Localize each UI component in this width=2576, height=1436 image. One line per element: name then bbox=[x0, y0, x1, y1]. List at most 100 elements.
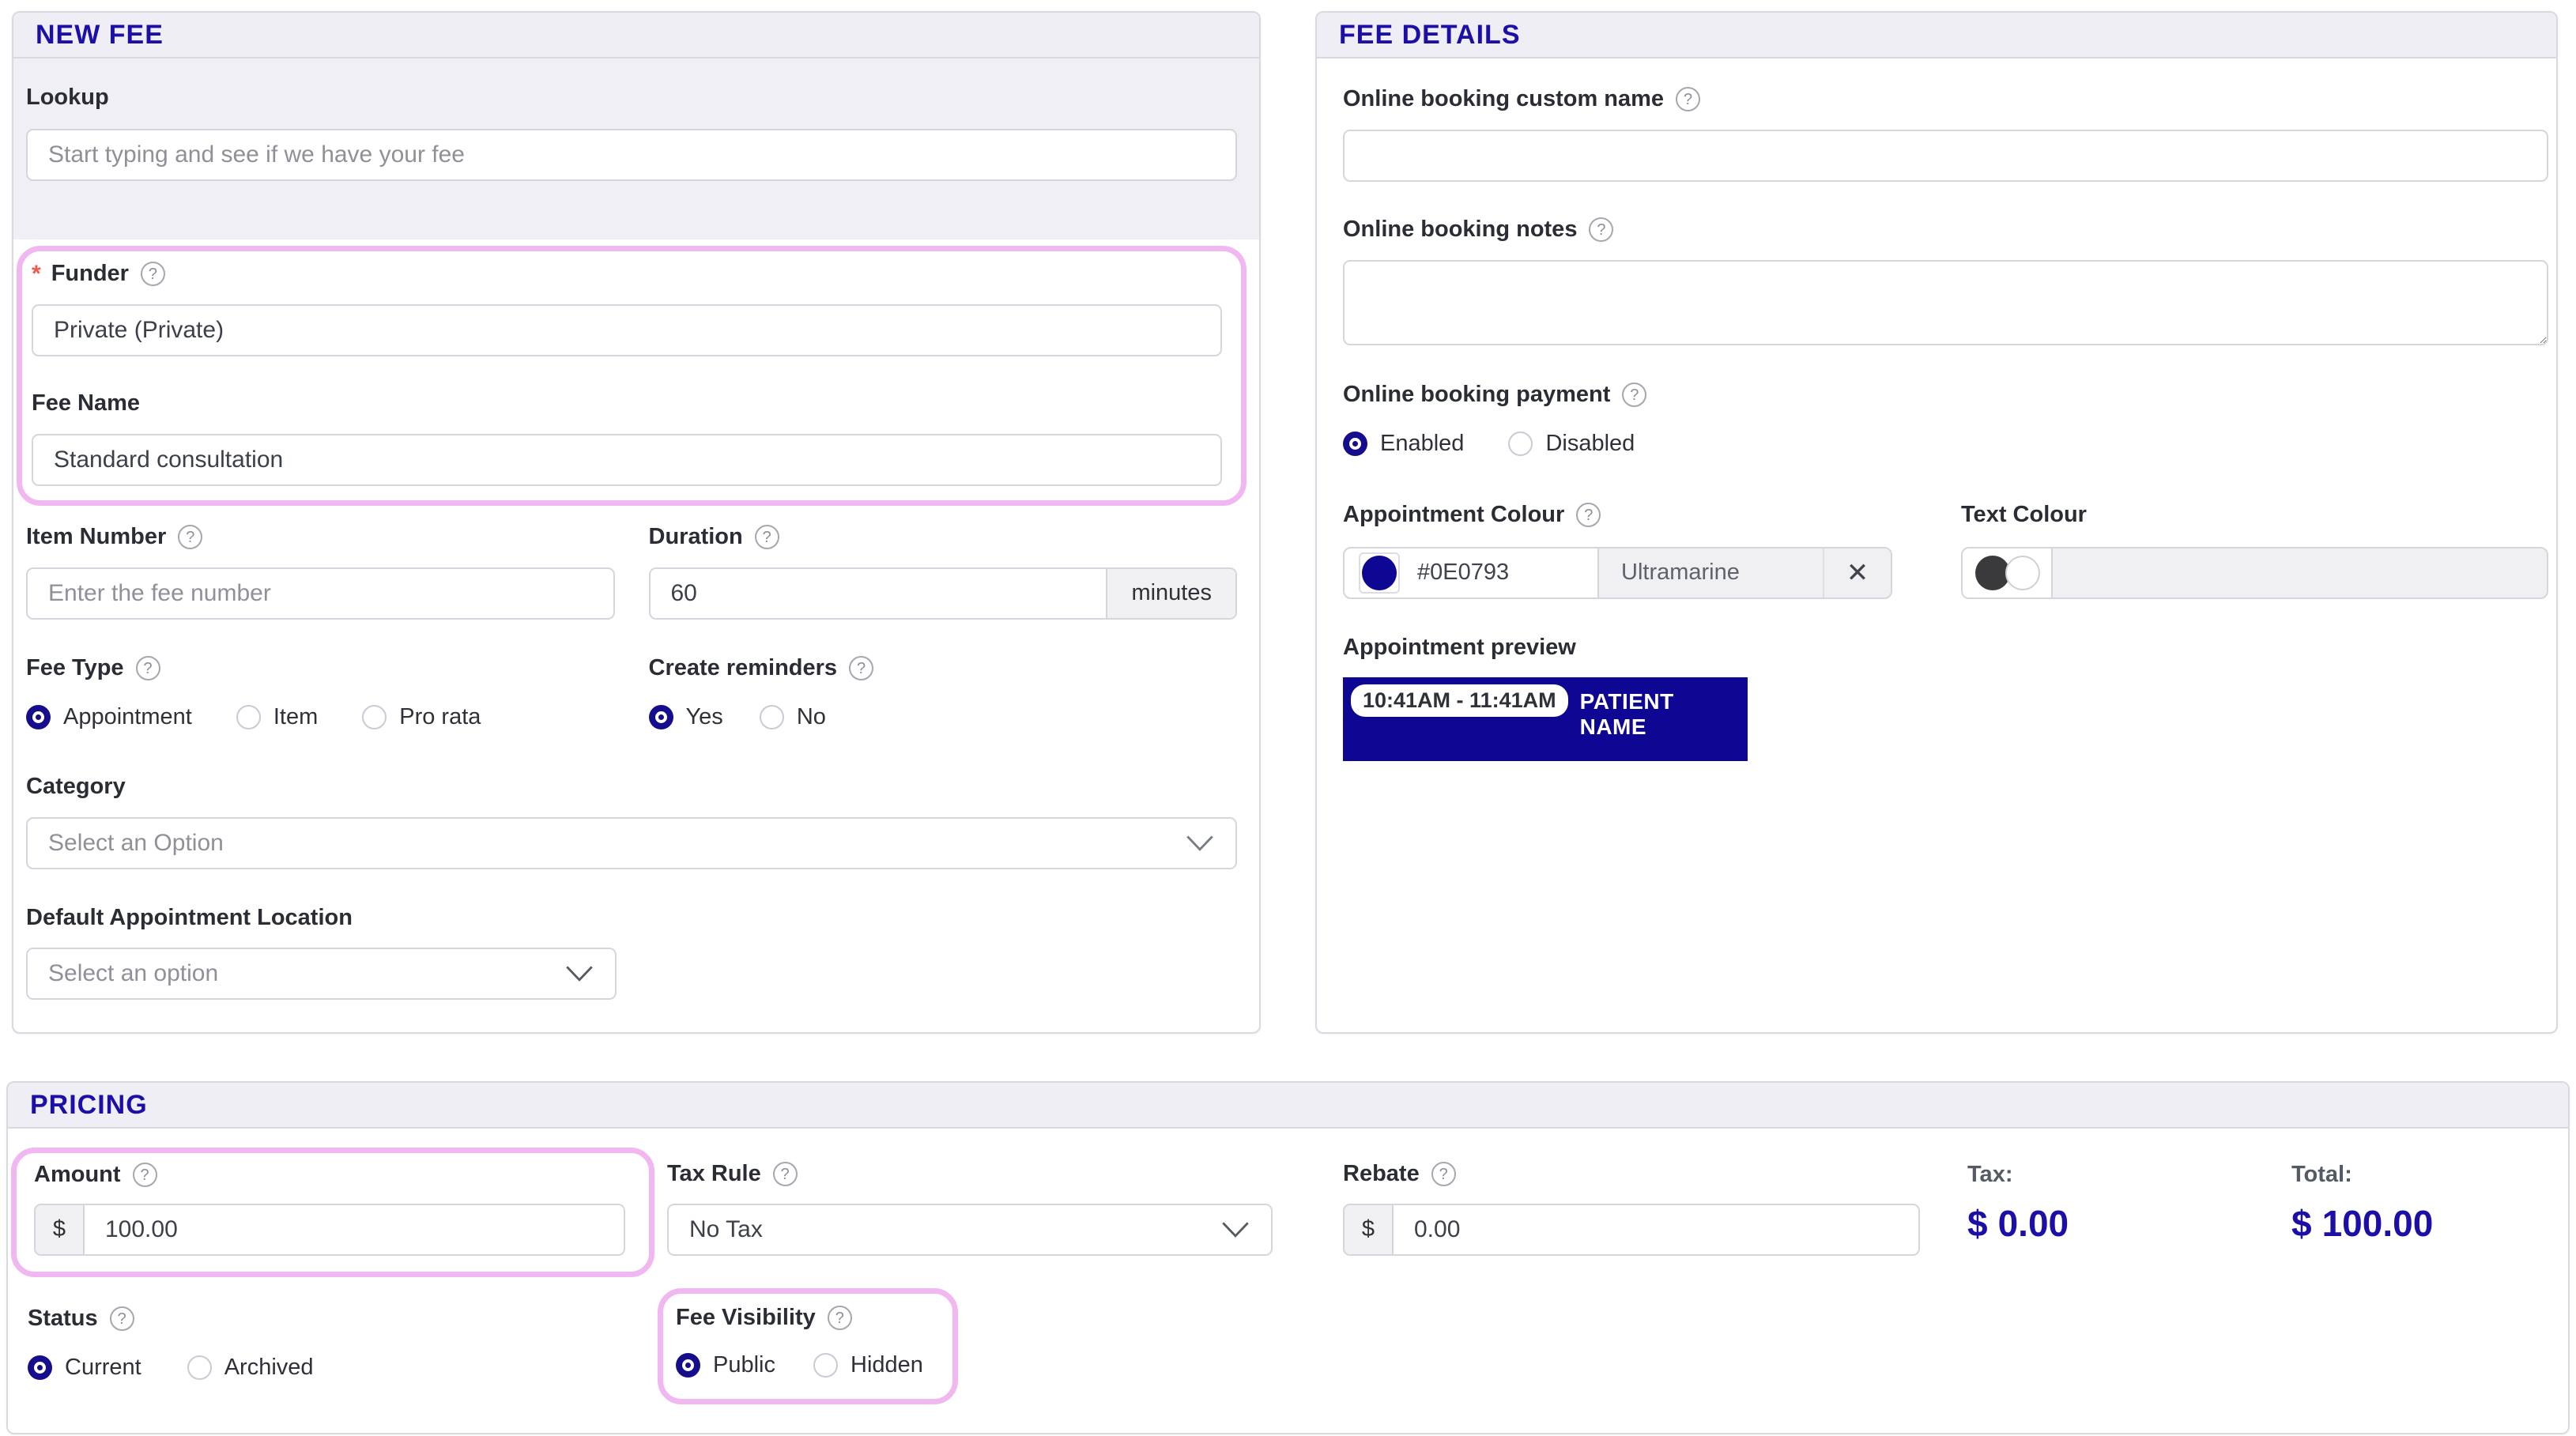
help-icon[interactable]: ? bbox=[132, 1163, 157, 1188]
notes-label-text: Online booking notes bbox=[1343, 216, 1578, 242]
fee-visibility-radio-group: Public Hidden bbox=[676, 1348, 952, 1383]
help-icon[interactable]: ? bbox=[140, 262, 165, 286]
radio-current[interactable]: Current bbox=[28, 1355, 141, 1381]
rebate-input-group: $ bbox=[1343, 1203, 1920, 1256]
radio-hidden[interactable]: Hidden bbox=[813, 1352, 923, 1378]
status-radio-group: Current Archived bbox=[28, 1351, 314, 1385]
notes-textarea[interactable] bbox=[1343, 259, 2548, 345]
fee-visibility-label-text: Fee Visibility bbox=[676, 1305, 816, 1330]
clear-colour-button[interactable]: ✕ bbox=[1823, 548, 1891, 597]
tax-rule-label: Tax Rule ? bbox=[667, 1161, 1273, 1187]
category-select[interactable]: Select an Option bbox=[26, 816, 1237, 869]
lookup-input[interactable] bbox=[26, 128, 1237, 181]
help-icon[interactable]: ? bbox=[109, 1306, 134, 1332]
fee-visibility-highlight: Fee Visibility ? Public Hidden bbox=[658, 1288, 958, 1404]
help-icon[interactable]: ? bbox=[1589, 217, 1614, 243]
radio-label: Appointment bbox=[63, 704, 192, 730]
amount-input-group: $ bbox=[34, 1203, 625, 1256]
radio-archived[interactable]: Archived bbox=[187, 1355, 314, 1381]
help-icon[interactable]: ? bbox=[849, 656, 874, 681]
help-icon[interactable]: ? bbox=[135, 656, 160, 681]
help-icon[interactable]: ? bbox=[754, 525, 779, 550]
new-fee-card: NEW FEE Lookup * Funder ? Fee Name bbox=[12, 11, 1261, 1034]
fee-details-header: FEE DETAILS bbox=[1317, 13, 2556, 58]
radio-appointment[interactable]: Appointment bbox=[26, 704, 192, 730]
tax-total-label: Tax: bbox=[1967, 1162, 2013, 1187]
new-fee-title: NEW FEE bbox=[36, 19, 164, 50]
radio-label: Hidden bbox=[850, 1352, 923, 1378]
item-number-label: Item Number ? bbox=[26, 523, 615, 550]
create-reminders-label-text: Create reminders bbox=[648, 654, 838, 680]
radio-disabled[interactable]: Disabled bbox=[1508, 431, 1635, 457]
appointment-colour-label: Appointment Colour ? bbox=[1343, 501, 1961, 528]
radio-label: Pro rata bbox=[399, 704, 481, 730]
colour-hex-value: #0E0793 bbox=[1417, 560, 1510, 586]
radio-item[interactable]: Item bbox=[236, 704, 318, 730]
radio-pro-rata[interactable]: Pro rata bbox=[362, 704, 481, 730]
colour-swatch-well[interactable] bbox=[1359, 552, 1400, 594]
create-reminders-radio-group: Yes No bbox=[648, 700, 1238, 735]
appointment-preview-block: 10:41AM - 11:41AM PATIENT NAME bbox=[1343, 677, 1748, 762]
tax-total-value: $ 0.00 bbox=[1967, 1202, 2069, 1245]
colour-swatch bbox=[1362, 555, 1397, 590]
tax-rule-select[interactable]: No Tax bbox=[667, 1203, 1273, 1256]
appointment-colour-label-text: Appointment Colour bbox=[1343, 501, 1565, 527]
tax-rule-column: Tax Rule ? No Tax bbox=[667, 1161, 1273, 1256]
tax-total-column: Tax: $ 0.00 bbox=[1967, 1162, 2069, 1245]
grand-total-value: $ 100.00 bbox=[2291, 1202, 2433, 1245]
default-location-select[interactable]: Select an option bbox=[26, 948, 617, 1001]
appointment-preview-label: Appointment preview bbox=[1343, 635, 2548, 661]
item-number-label-text: Item Number bbox=[26, 523, 167, 549]
colour-name-text: Ultramarine bbox=[1621, 560, 1740, 586]
item-number-input[interactable] bbox=[26, 567, 615, 620]
radio-public[interactable]: Public bbox=[676, 1352, 775, 1378]
text-colour-empty-field[interactable] bbox=[2051, 548, 2547, 597]
text-colour-label-text: Text Colour bbox=[1961, 501, 2087, 527]
funder-input[interactable] bbox=[32, 304, 1222, 356]
help-icon[interactable]: ? bbox=[178, 525, 203, 550]
radio-label: Enabled bbox=[1380, 431, 1465, 457]
help-icon[interactable]: ? bbox=[772, 1162, 798, 1187]
amount-currency-prefix: $ bbox=[36, 1204, 85, 1254]
radio-label: Disabled bbox=[1545, 431, 1635, 457]
duration-input[interactable] bbox=[650, 568, 1107, 618]
amount-input[interactable] bbox=[85, 1204, 624, 1254]
help-icon[interactable]: ? bbox=[1576, 503, 1601, 528]
radio-selected-icon bbox=[676, 1353, 700, 1378]
payment-label: Online booking payment ? bbox=[1343, 382, 2548, 408]
fee-name-input[interactable] bbox=[32, 433, 1222, 486]
radio-unselected-icon bbox=[1508, 432, 1533, 457]
fee-type-label: Fee Type ? bbox=[26, 655, 615, 681]
help-icon[interactable]: ? bbox=[827, 1306, 852, 1331]
pricing-title: PRICING bbox=[30, 1089, 148, 1120]
rebate-input[interactable] bbox=[1394, 1204, 1918, 1254]
radio-no[interactable]: No bbox=[759, 704, 826, 730]
dark-text-colour-option[interactable] bbox=[1975, 555, 2010, 590]
radio-enabled[interactable]: Enabled bbox=[1343, 431, 1464, 457]
white-text-colour-option[interactable] bbox=[2005, 555, 2040, 590]
radio-label: No bbox=[796, 704, 826, 730]
duration-label-text: Duration bbox=[648, 523, 743, 549]
radio-label: Item bbox=[273, 704, 319, 730]
default-location-select-value: Select an option bbox=[48, 960, 219, 987]
amount-label-text: Amount bbox=[34, 1162, 121, 1187]
text-colour-picker bbox=[1961, 546, 2548, 599]
fee-visibility-label: Fee Visibility ? bbox=[676, 1305, 952, 1331]
colour-hex-segment[interactable]: #0E0793 bbox=[1345, 548, 1597, 597]
lookup-label-text: Lookup bbox=[26, 85, 109, 110]
category-label-text: Category bbox=[26, 773, 126, 799]
help-icon[interactable]: ? bbox=[1622, 383, 1647, 408]
help-icon[interactable]: ? bbox=[1431, 1162, 1456, 1187]
radio-yes[interactable]: Yes bbox=[648, 704, 723, 730]
fee-details-body: Online booking custom name ? Online book… bbox=[1317, 86, 2556, 762]
default-location-label: Default Appointment Location bbox=[26, 905, 1237, 931]
custom-name-input[interactable] bbox=[1343, 129, 2548, 182]
tax-total-amount: 0.00 bbox=[1997, 1203, 2069, 1244]
grand-total-amount: 100.00 bbox=[2321, 1203, 2434, 1244]
help-icon[interactable]: ? bbox=[1676, 87, 1701, 112]
radio-unselected-icon bbox=[187, 1355, 212, 1381]
appointment-colour-picker: #0E0793 Ultramarine ✕ bbox=[1343, 546, 1892, 599]
funder-label: * Funder ? bbox=[32, 261, 1222, 287]
tax-rule-select-value: No Tax bbox=[689, 1216, 763, 1242]
appointment-preview-label-text: Appointment preview bbox=[1343, 634, 1576, 660]
